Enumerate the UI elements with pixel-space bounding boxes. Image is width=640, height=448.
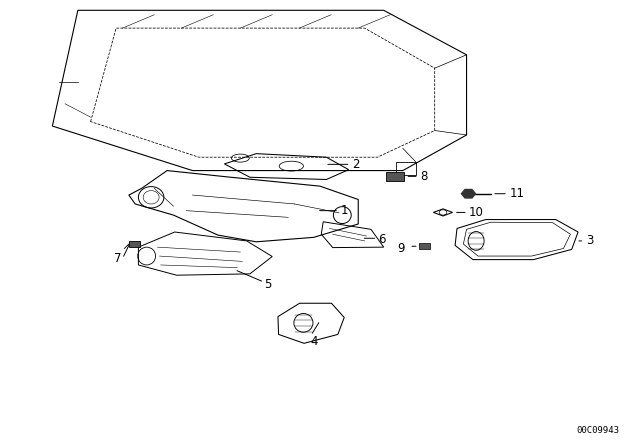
- Text: 4: 4: [310, 335, 318, 348]
- Polygon shape: [461, 190, 476, 198]
- Text: 10: 10: [469, 206, 484, 219]
- Text: 00C09943: 00C09943: [577, 426, 620, 435]
- Text: 3: 3: [586, 234, 593, 247]
- Text: 9: 9: [397, 242, 404, 255]
- Polygon shape: [129, 241, 140, 247]
- Text: 8: 8: [420, 170, 428, 183]
- Text: 6: 6: [379, 233, 386, 246]
- Polygon shape: [419, 243, 430, 250]
- Text: 5: 5: [264, 278, 271, 291]
- Text: 11: 11: [509, 187, 524, 200]
- Polygon shape: [386, 172, 404, 181]
- Text: 2: 2: [352, 158, 360, 171]
- Text: 7: 7: [115, 252, 122, 265]
- Text: 1: 1: [340, 204, 348, 217]
